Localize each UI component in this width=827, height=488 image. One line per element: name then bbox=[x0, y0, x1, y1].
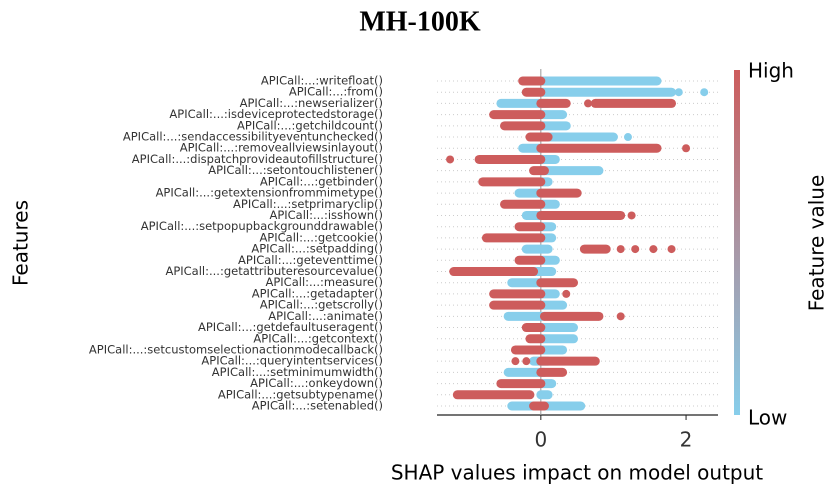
point bbox=[700, 88, 709, 97]
feature-label: APICall:...:getcookie() bbox=[259, 230, 383, 244]
feature-label: APICall:...:from() bbox=[289, 85, 383, 99]
feature-label: APICall:...:setcustomselectionactionmode… bbox=[89, 342, 383, 356]
feature-label: APICall:...:removeallviewsinlayout() bbox=[180, 141, 383, 155]
colorbar-low: Low bbox=[748, 406, 787, 430]
point bbox=[511, 357, 520, 366]
feature-label: APICall:...:getbinder() bbox=[260, 174, 383, 188]
feature-label: APICall:...:writefloat() bbox=[261, 74, 383, 88]
feature-label: APICall:...:setpadding() bbox=[251, 242, 383, 256]
point bbox=[667, 245, 676, 254]
feature-label: APICall:...:onkeydown() bbox=[250, 376, 383, 390]
point bbox=[446, 155, 455, 164]
point bbox=[584, 99, 593, 108]
plot-area: 0 2 APICall:...:writefloat()APICall:...:fr… bbox=[89, 69, 718, 452]
feature-label: APICall:...:queryintentservices() bbox=[201, 354, 383, 368]
feature-label: APICall:...:getscrolly() bbox=[260, 298, 383, 312]
feature-label: APICall:...:geteventtime() bbox=[238, 253, 383, 267]
point bbox=[631, 245, 640, 254]
feature-label: APICall:...:getextensionfrommimetype() bbox=[156, 186, 383, 200]
point bbox=[674, 88, 683, 97]
feature-label: APICall:...:getsubtypename() bbox=[218, 387, 383, 401]
feature-label: APICall:...:measure() bbox=[265, 275, 383, 289]
x-tick-label: 2 bbox=[680, 428, 693, 452]
y-axis-label: Features bbox=[9, 200, 33, 286]
colorbar bbox=[734, 70, 740, 415]
feature-label: APICall:...:animate() bbox=[268, 309, 383, 323]
x-tick-label: 0 bbox=[534, 428, 547, 452]
feature-label: APICall:...:getchildcount() bbox=[237, 118, 383, 132]
feature-label: APICall:...:setontouchlistener() bbox=[208, 163, 383, 177]
feature-label: APICall:...:setpopupbackgrounddrawable() bbox=[141, 219, 383, 233]
feature-label: APICall:...:setprimaryclip() bbox=[233, 197, 383, 211]
point bbox=[616, 245, 625, 254]
feature-label: APICall:...:newserializer() bbox=[240, 96, 383, 110]
point bbox=[649, 245, 658, 254]
feature-label: APICall:...:getcontext() bbox=[253, 331, 383, 345]
point bbox=[627, 211, 636, 220]
feature-label: APICall:...:isshown() bbox=[269, 208, 383, 222]
point bbox=[522, 357, 531, 366]
point bbox=[562, 289, 571, 298]
x-axis-label: SHAP values impact on model output bbox=[391, 461, 763, 485]
point bbox=[682, 144, 691, 153]
chart-title: MH-100K bbox=[359, 6, 481, 37]
point bbox=[623, 133, 632, 142]
feature-label: APICall:...:isdeviceprotectedstorage() bbox=[169, 107, 383, 121]
feature-label: APICall:...:sendaccessibilityeventunchec… bbox=[123, 130, 383, 144]
colorbar-high: High bbox=[748, 59, 794, 83]
feature-label: APICall:...:getdefaultuseragent() bbox=[198, 320, 383, 334]
feature-label: APICall:...:dispatchprovideautofillstruc… bbox=[132, 152, 383, 166]
feature-label: APICall:...:getattributeresourcevalue() bbox=[165, 264, 383, 278]
feature-label: APICall:...:setenabled() bbox=[252, 399, 383, 413]
feature-label: APICall:...:setminimumwidth() bbox=[212, 365, 383, 379]
colorbar-label: Feature value bbox=[805, 175, 827, 312]
feature-label: APICall:...:getadapter() bbox=[252, 286, 383, 300]
point bbox=[616, 312, 625, 321]
